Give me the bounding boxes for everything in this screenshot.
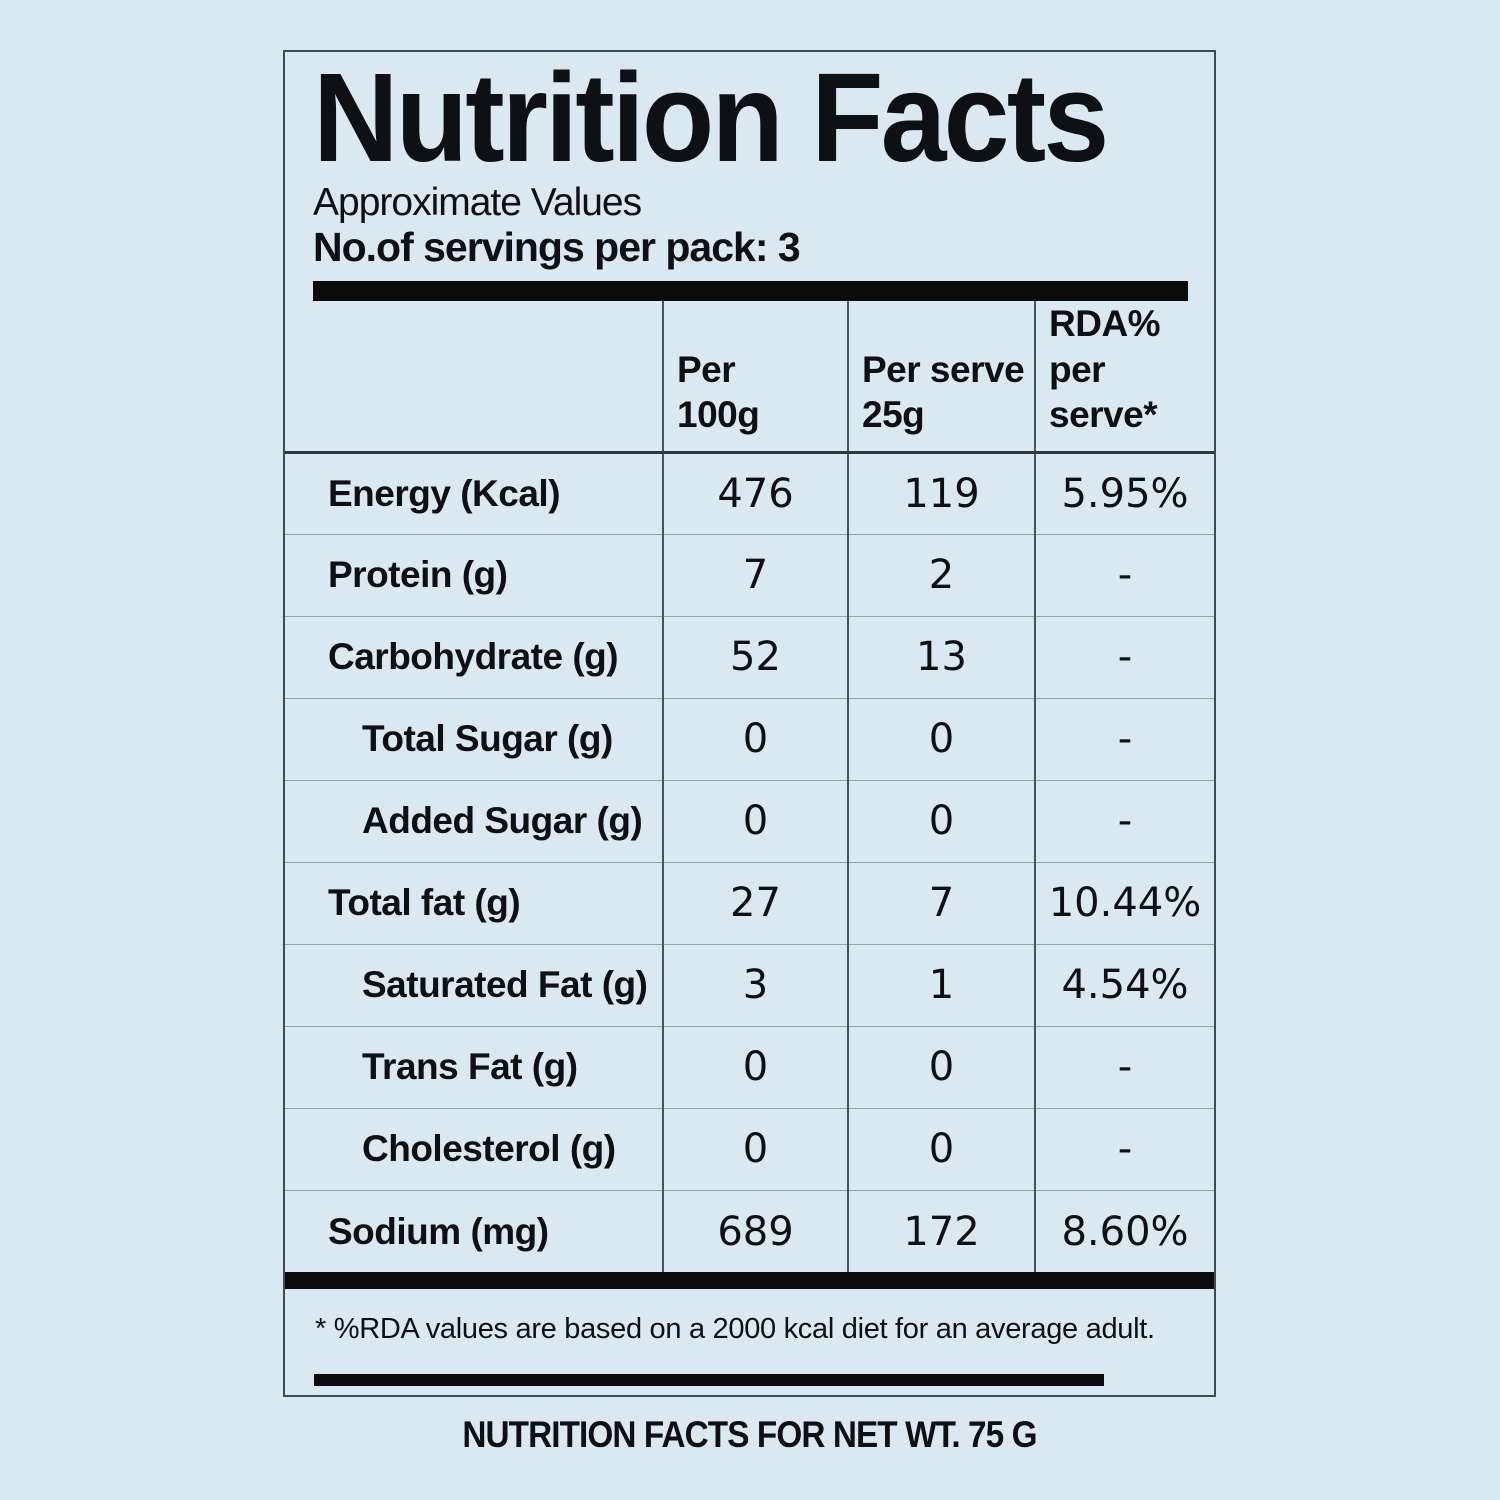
value-per-100g: 0 (662, 698, 848, 781)
empty-header-cell (285, 301, 663, 452)
value-rda: - (1034, 616, 1214, 699)
table-row-total-fat: Total fat (g) 27 7 10.44% (285, 862, 1214, 945)
value-rda: - (1034, 780, 1214, 863)
net-weight-caption: NUTRITION FACTS FOR NET WT. 75 G (462, 1414, 1037, 1455)
value-per-100g: 52 (662, 616, 848, 699)
value-per-100g: 0 (662, 780, 848, 863)
value-rda: 4.54% (1034, 944, 1214, 1027)
value-per-100g: 3 (662, 944, 848, 1027)
label-title: Nutrition Facts (313, 47, 1109, 188)
table-row-trans-fat: Trans Fat (g) 0 0 - (285, 1026, 1214, 1109)
nutrient-name: Saturated Fat (g) (362, 964, 648, 1006)
header-divider-bar (313, 281, 1188, 302)
value-rda: 10.44% (1034, 862, 1214, 945)
nutrient-name: Sodium (mg) (328, 1210, 549, 1252)
table-row-energy: Energy (Kcal) 476 119 5.95% (285, 452, 1214, 535)
table-row-saturated-fat: Saturated Fat (g) 3 1 4.54% (285, 944, 1214, 1027)
value-rda: 8.60% (1034, 1190, 1214, 1273)
value-per-serve: 0 (847, 780, 1035, 863)
label-header: Nutrition Facts Approximate Values No.of… (285, 52, 1214, 269)
nutrient-name: Trans Fat (g) (362, 1046, 578, 1088)
value-per-serve: 119 (847, 452, 1035, 535)
table-header-row: Per 100g Per serve 25g RDA% per serve* (285, 301, 1214, 453)
footnote-underline-bar (314, 1374, 1104, 1387)
value-rda: - (1034, 698, 1214, 781)
table-row-added-sugar: Added Sugar (g) 0 0 - (285, 780, 1214, 863)
value-per-serve: 172 (847, 1190, 1035, 1273)
nutrient-name: Cholesterol (g) (362, 1128, 616, 1170)
col-header-per-serve: Per serve 25g (847, 301, 1035, 453)
value-rda: - (1034, 1108, 1214, 1191)
nutrition-table: Per 100g Per serve 25g RDA% per serve* E… (285, 301, 1214, 1273)
value-rda: - (1034, 1026, 1214, 1109)
table-bottom-bar (285, 1272, 1214, 1290)
value-rda: 5.95% (1034, 452, 1214, 535)
table-row-sodium: Sodium (mg) 689 172 8.60% (285, 1190, 1214, 1273)
col-header-rda: RDA% per serve* (1034, 301, 1214, 453)
nutrient-name: Energy (Kcal) (328, 472, 561, 514)
value-per-100g: 7 (662, 534, 848, 617)
nutrient-name: Protein (g) (328, 554, 508, 596)
col-header-line: Per serve (862, 348, 1025, 390)
value-per-serve: 0 (847, 1026, 1035, 1109)
value-per-serve: 0 (847, 698, 1035, 781)
col-header-per-100g: Per 100g (662, 301, 848, 453)
table-row-total-sugar: Total Sugar (g) 0 0 - (285, 698, 1214, 781)
table-row-protein: Protein (g) 7 2 - (285, 534, 1214, 617)
value-per-100g: 476 (662, 452, 848, 535)
col-header-line: serve* (1049, 393, 1158, 435)
nutrition-label-panel: Nutrition Facts Approximate Values No.of… (283, 50, 1216, 1397)
table-row-carbohydrate: Carbohydrate (g) 52 13 - (285, 616, 1214, 699)
col-header-line: Per (677, 348, 736, 390)
value-per-serve: 7 (847, 862, 1035, 945)
value-per-100g: 689 (662, 1190, 848, 1273)
value-per-100g: 0 (662, 1108, 848, 1191)
value-rda: - (1034, 534, 1214, 617)
nutrient-name: Total Sugar (g) (362, 718, 613, 760)
nutrient-name: Added Sugar (g) (362, 800, 643, 842)
nutrient-name: Carbohydrate (g) (328, 636, 619, 678)
value-per-serve: 2 (847, 534, 1035, 617)
value-per-100g: 27 (662, 862, 848, 945)
table-row-cholesterol: Cholesterol (g) 0 0 - (285, 1108, 1214, 1191)
rda-footnote: * %RDA values are based on a 2000 kcal d… (315, 1313, 1155, 1346)
value-per-serve: 13 (847, 616, 1035, 699)
value-per-100g: 0 (662, 1026, 848, 1109)
col-header-line: 100g (677, 393, 760, 435)
label-subtitle: Approximate Values (313, 181, 642, 225)
servings-per-pack-line: No.of servings per pack: 3 (313, 224, 801, 271)
col-header-line: 25g (862, 393, 925, 435)
col-header-line: RDA% per (1049, 303, 1161, 390)
nutrient-name: Total fat (g) (328, 882, 521, 924)
value-per-serve: 0 (847, 1108, 1035, 1191)
value-per-serve: 1 (847, 944, 1035, 1027)
